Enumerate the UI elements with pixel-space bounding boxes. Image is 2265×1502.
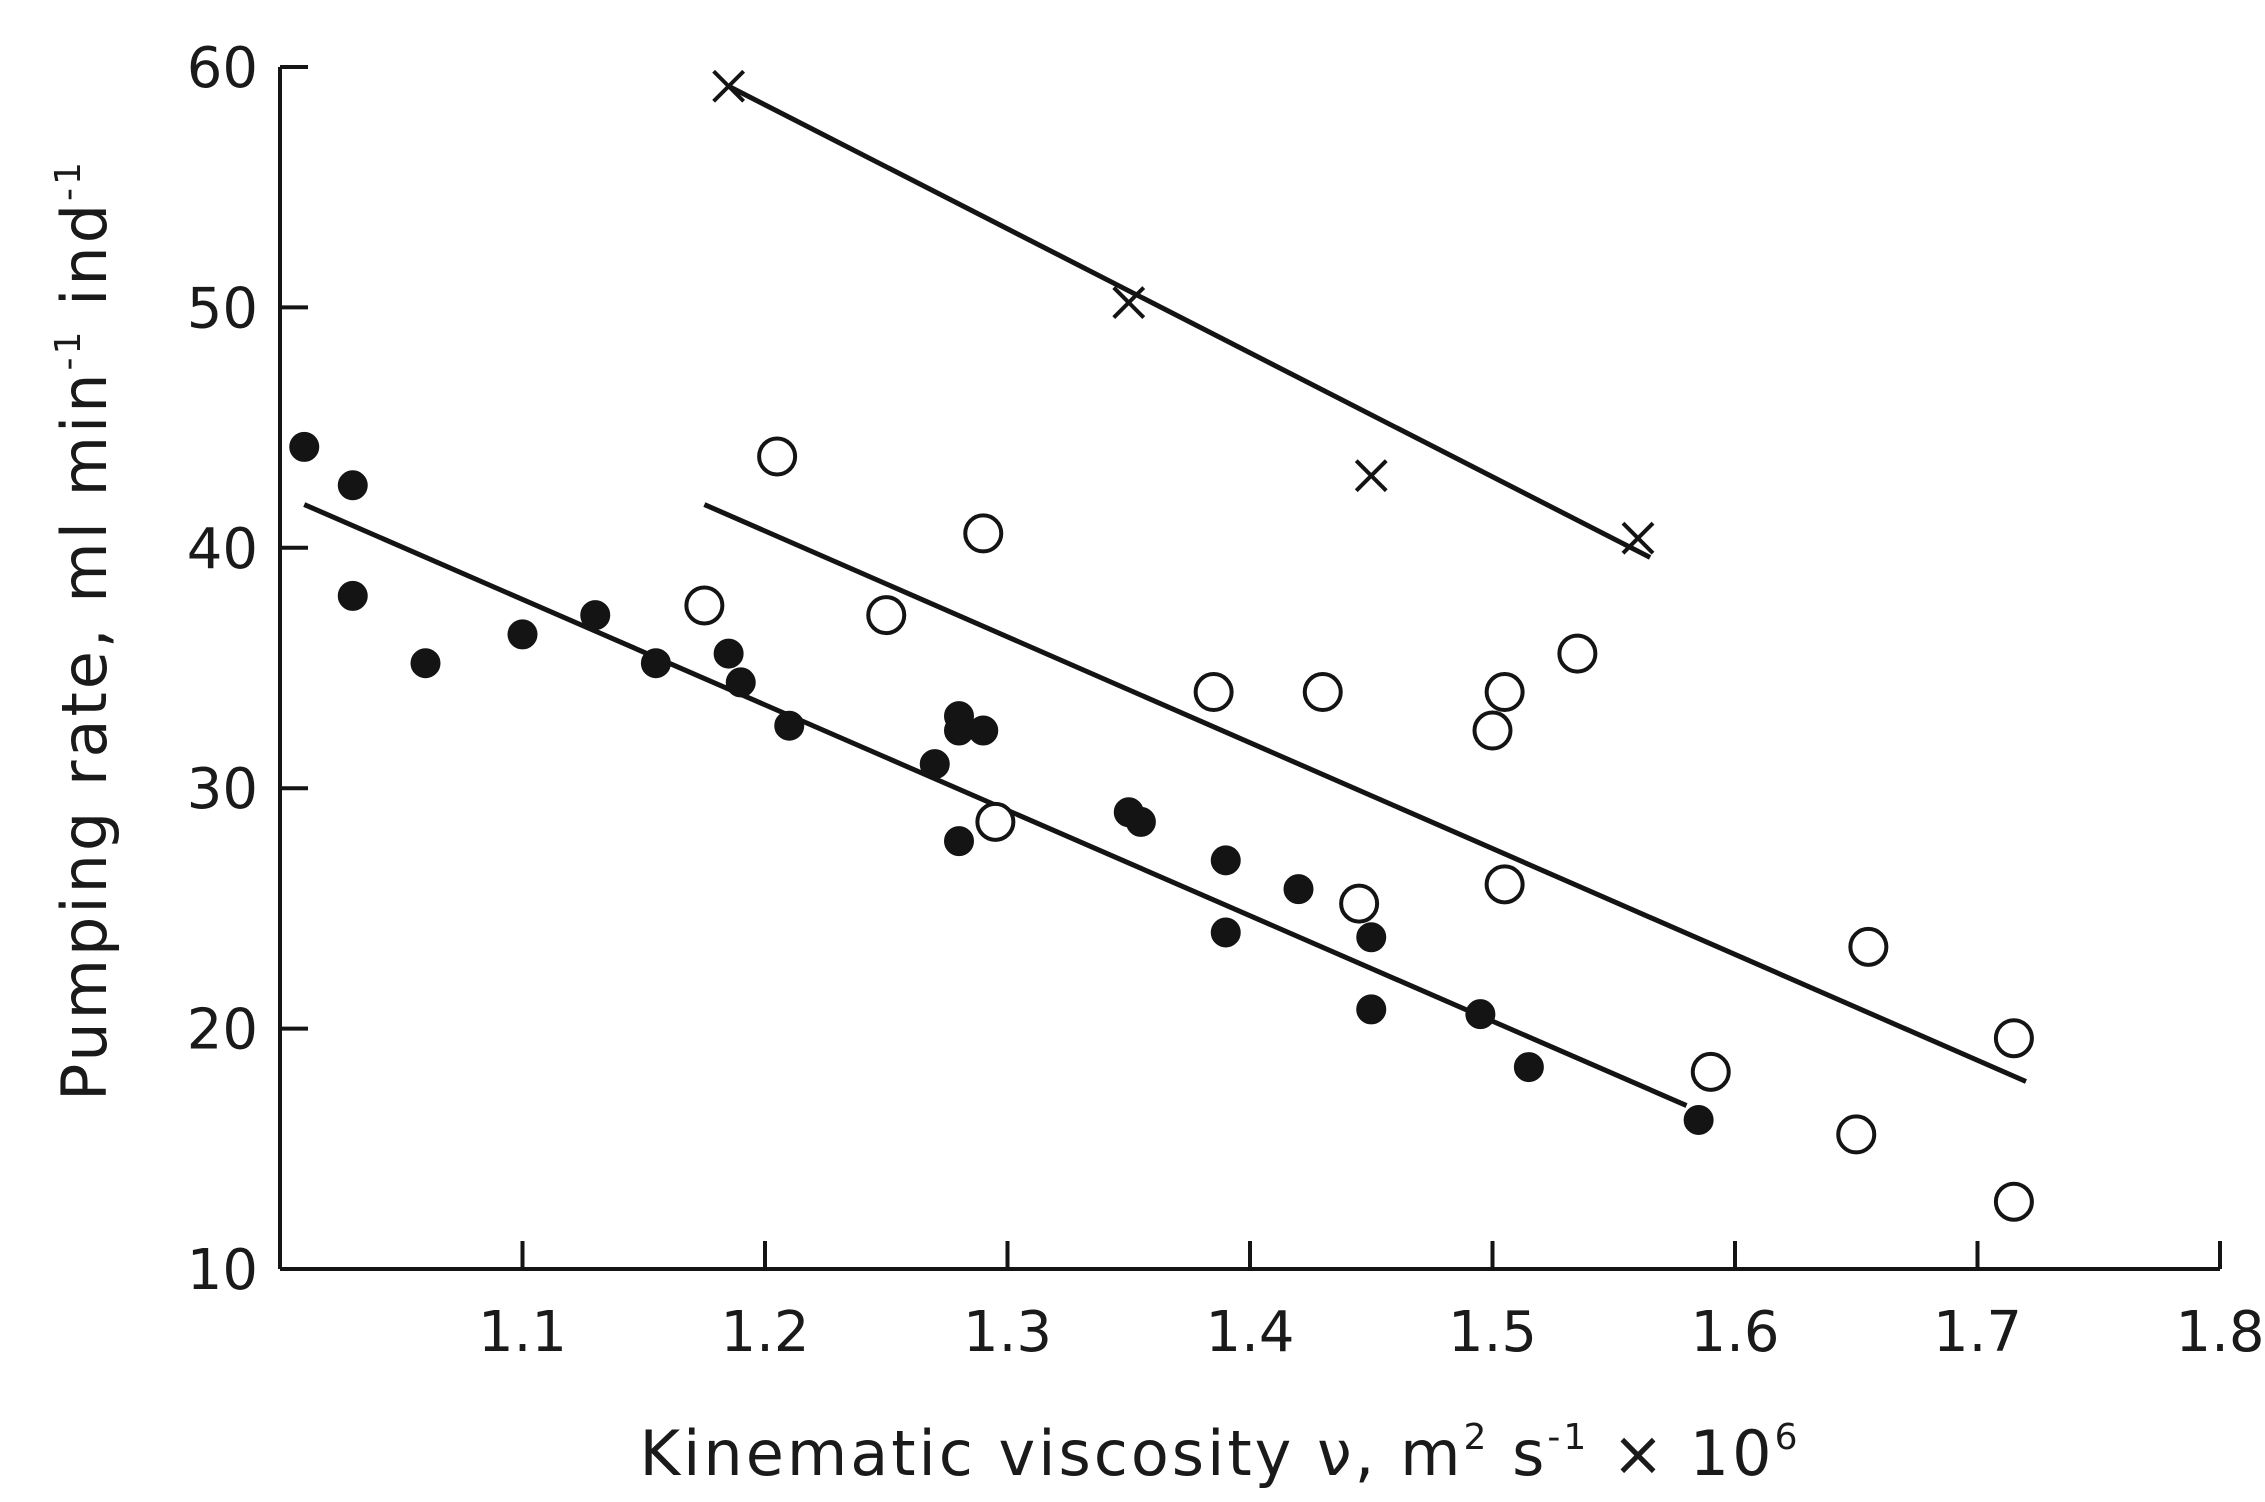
open-circle-point — [1484, 864, 1525, 905]
cross-point — [712, 69, 746, 103]
filled-circle-point — [640, 648, 671, 679]
x-tick-label: 1.3 — [963, 1300, 1052, 1365]
filled-circle-point — [919, 749, 950, 780]
open-circle-point — [1993, 1018, 2034, 1059]
x-tick-label: 1.2 — [720, 1300, 809, 1365]
y-tick-label: 10 — [187, 1238, 258, 1303]
fit-lines — [303, 84, 2028, 1108]
cross-point-stroke — [1621, 521, 1655, 555]
y-tick-label: 30 — [187, 757, 258, 822]
filled-circle-point — [410, 648, 441, 679]
filled-circle-point — [1356, 922, 1387, 953]
filled-circle-point — [1513, 1052, 1544, 1083]
filled-circle-point — [337, 580, 368, 611]
filled-circle-point — [1683, 1104, 1714, 1135]
cross-point-stroke — [1354, 459, 1388, 493]
cross-point — [1621, 521, 1655, 555]
open-circle-point — [1193, 672, 1234, 713]
open-circle-point — [1690, 1051, 1731, 1092]
filled-circle-point — [337, 470, 368, 501]
open-circle-point — [1484, 672, 1525, 713]
open-circle-point — [1836, 1114, 1877, 1155]
filled-circle-point — [1210, 917, 1241, 948]
open-circle-point — [1848, 926, 1889, 967]
filled-circle-point — [1125, 806, 1156, 837]
open-circle-point — [866, 595, 907, 636]
y-tick-label: 50 — [187, 276, 258, 341]
open-circle-point — [1339, 883, 1380, 924]
ticks: 1.1 1.2 1.3 1.4 1.5 1.6 1.7 1.8 10 20 30 40 50 60 — [187, 36, 2265, 1365]
y-tick-label: 60 — [187, 36, 258, 101]
fit-line-series-2 — [703, 502, 2028, 1084]
points — [289, 69, 2034, 1222]
x-tick-label: 1.5 — [1448, 1300, 1537, 1365]
y-axis-title: Pumping rate, ml min-1 ind-1 — [48, 159, 121, 1101]
x-tick-label: 1.7 — [1933, 1300, 2022, 1365]
x-tick-label: 1.8 — [2175, 1300, 2264, 1365]
filled-circle-point — [1465, 999, 1496, 1030]
y-tick-label: 20 — [187, 998, 258, 1063]
filled-circle-point — [289, 431, 320, 462]
x-tick-label: 1.6 — [1690, 1300, 1779, 1365]
filled-circle-point — [774, 710, 805, 741]
x-tick-label: 1.1 — [478, 1300, 567, 1365]
filled-circle-point — [1210, 845, 1241, 876]
cross-point-stroke — [1112, 286, 1146, 320]
filled-circle-point — [507, 619, 538, 650]
open-circle-point — [963, 513, 1004, 554]
filled-circle-point — [944, 826, 974, 857]
open-circle-point — [1993, 1181, 2034, 1222]
open-circle-point — [684, 585, 725, 626]
open-circle-point — [975, 801, 1016, 842]
cross-point — [1112, 286, 1146, 320]
filled-circle-point — [580, 600, 611, 631]
cross-point — [1354, 459, 1388, 493]
open-circle-point — [1557, 633, 1598, 674]
filled-circle-point — [1283, 874, 1314, 905]
open-circle-point — [1472, 710, 1513, 751]
axes — [278, 67, 2220, 1271]
fit-line-series-3 — [727, 84, 1652, 560]
filled-circle-point — [968, 715, 999, 746]
y-tick-label: 40 — [187, 517, 258, 582]
x-axis-title: Kinematic viscosity ν, m2 s-1 × 106 — [640, 1417, 1801, 1490]
x-tick-label: 1.4 — [1205, 1300, 1294, 1365]
filled-circle-point — [713, 638, 744, 669]
open-circle-point — [757, 436, 798, 477]
cross-point-stroke — [712, 69, 746, 103]
open-circle-point — [1302, 672, 1343, 713]
filled-circle-point — [1356, 994, 1387, 1025]
filled-circle-point — [725, 667, 756, 698]
